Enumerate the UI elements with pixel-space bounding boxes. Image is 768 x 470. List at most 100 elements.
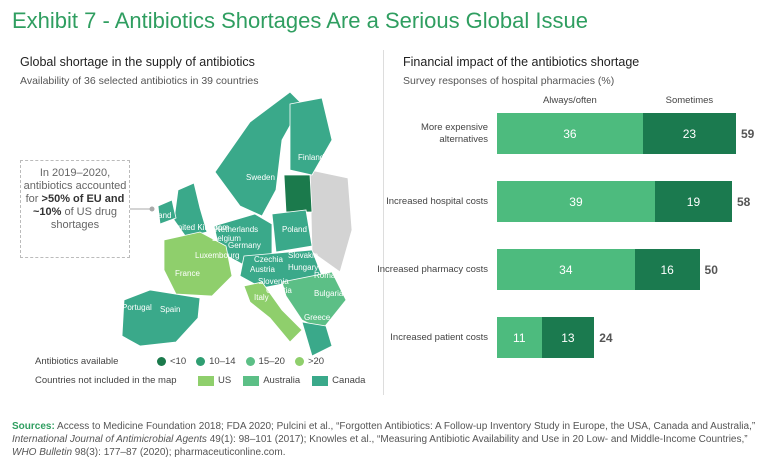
category-label: Increased pharmacy costs	[377, 263, 488, 275]
category-label: Increased patient costs	[390, 331, 488, 343]
country-label: Sweden	[246, 173, 275, 182]
bar-chart: More expensive alternatives 36 Always/ofte…	[377, 95, 755, 358]
sources-text: 49(1): 98–101 (2017); Knowles et al., “M…	[209, 434, 748, 445]
country-label: France	[175, 269, 200, 278]
country-label: Bulgaria	[314, 289, 344, 298]
total-label: 58	[736, 194, 751, 209]
chart-subtitle: Survey responses of hospital pharmacies …	[403, 75, 615, 87]
total-label: 59	[741, 126, 755, 141]
legend-swatch	[198, 375, 214, 386]
map-title: Global shortage in the supply of antibio…	[20, 55, 255, 69]
legend-title: Countries not included in the map	[35, 375, 177, 386]
legend-title: Antibiotics available	[35, 356, 119, 367]
legend-dot	[294, 357, 304, 366]
sources-label: Sources:	[12, 421, 55, 432]
value-label: 19	[686, 194, 701, 209]
value-label: 34	[559, 262, 573, 277]
map-region	[271, 209, 313, 253]
value-label: 39	[569, 194, 583, 209]
main-title: Exhibit 7 - Antibiotics Shortages Are a …	[12, 8, 588, 33]
callout-text: of US drug shortages	[50, 206, 118, 231]
sources-text: 98(3): 177–87 (2020); pharmaceuticonline…	[74, 447, 286, 458]
country-label: Austria	[250, 265, 275, 274]
country-label: Netherlands	[215, 225, 258, 234]
country-label: Greece	[304, 313, 331, 322]
map-region	[283, 174, 313, 213]
bar-segment: 23	[642, 113, 736, 154]
callout-text: In 2019–2020, antibiotics accounted for	[23, 167, 127, 205]
sources-journal: WHO Bulletin	[12, 447, 73, 458]
legend-label: Australia	[263, 375, 301, 386]
country-label: Czechia	[254, 255, 283, 264]
map-subtitle: Availability of 36 selected antibiotics …	[20, 75, 259, 87]
legend-item: Canada	[312, 375, 365, 386]
legend-item: 10–14	[196, 356, 236, 367]
bar-segment: 36	[497, 113, 643, 154]
category-label: More expensive alternatives	[420, 121, 488, 145]
callout: In 2019–2020, antibiotics accounted for …	[20, 160, 130, 258]
legend-item: US	[198, 375, 231, 386]
country-label: Croatia	[266, 286, 292, 295]
legend-dot	[157, 357, 166, 366]
category-label: Increased hospital costs	[386, 195, 488, 207]
series-header: Sometimes	[665, 95, 714, 106]
bar-segment: 34	[497, 249, 635, 290]
map-region	[157, 199, 177, 225]
country-label: Ireland	[147, 211, 171, 220]
bar-segment: 19	[654, 181, 732, 222]
value-label: 16	[660, 262, 674, 277]
country-label: Finland	[298, 153, 324, 162]
country-label: Belgium	[212, 234, 241, 243]
sources-text: Access to Medicine Foundation 2018; FDA …	[57, 421, 756, 432]
callout-highlight: >50% of EU and ~10%	[32, 193, 125, 218]
legend-label: >20	[307, 356, 325, 367]
legend-label: 10–14	[209, 356, 236, 367]
legend-dot	[245, 357, 255, 366]
legend-item: Australia	[243, 375, 300, 386]
legend-label: Canada	[332, 375, 366, 386]
legend-item: <10	[157, 356, 186, 367]
country-label: Germany	[228, 241, 261, 250]
country-label: Portugal	[122, 303, 152, 312]
legend-dot	[196, 357, 206, 366]
value-label: 36	[563, 126, 577, 141]
bar-segment: 13	[541, 317, 595, 358]
legend-swatch	[243, 375, 260, 386]
total-label: 50	[704, 262, 718, 277]
country-label: United Kingdom	[172, 223, 229, 232]
legend: <10 10–14 15–20 >20	[157, 356, 324, 367]
country-label: Romania	[314, 271, 347, 280]
map-region	[309, 169, 353, 273]
country-label: Slovenia	[258, 277, 289, 286]
map-region	[214, 91, 303, 217]
legend-label: <10	[170, 356, 187, 367]
divider	[383, 50, 384, 395]
country-label: Italy	[254, 293, 269, 302]
map-region	[173, 182, 208, 238]
country-label: Spain	[160, 305, 180, 314]
legend: US Australia Canada	[198, 375, 365, 386]
sources-journal: International Journal of Antimicrobial A…	[12, 434, 207, 445]
legend-label: US	[218, 375, 232, 386]
legend-swatch	[312, 375, 329, 386]
map-region	[289, 97, 333, 176]
chart-title: Financial impact of the antibiotics shor…	[403, 55, 640, 69]
country-label: Hungary	[288, 263, 318, 272]
map-region	[163, 231, 233, 297]
value-label: 13	[561, 330, 575, 345]
value-label: 11	[513, 330, 526, 345]
total-label: 24	[599, 330, 613, 345]
bar-segment: 11	[497, 317, 542, 358]
bar-segment: 39	[497, 181, 655, 222]
value-label: 23	[682, 126, 697, 141]
callout-dot	[149, 206, 155, 212]
country-label: Slovakia	[288, 251, 319, 260]
map-region	[301, 321, 333, 357]
bar-segment: 16	[634, 249, 700, 290]
map-region	[243, 281, 303, 343]
legend-item: 15–20	[245, 356, 285, 367]
map: Finland Sweden Ireland United Kingdom Ne…	[121, 91, 353, 357]
sources: Sources: Access to Medicine Foundation 2…	[12, 420, 756, 459]
map-region	[121, 289, 201, 347]
